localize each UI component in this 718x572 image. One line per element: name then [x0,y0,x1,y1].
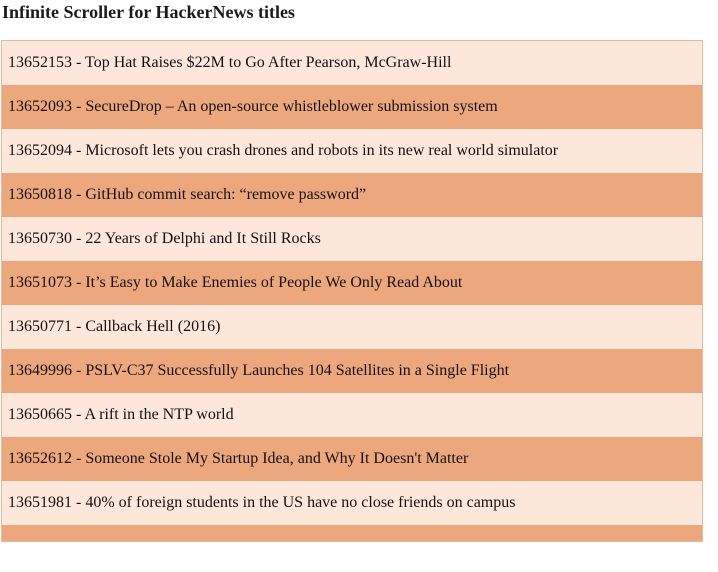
item-title: 40% of foreign students in the US have n… [85,494,516,511]
item-id: 13651981 [8,494,85,511]
item-id: 13650771 [8,318,85,335]
item-id: 13649996 [8,362,85,379]
item-title: Top Hat Raises $22M to Go After Pearson,… [85,54,452,71]
item-title: It’s Easy to Make Enemies of People We O… [85,274,463,291]
item-title: 22 Years of Delphi and It Still Rocks [85,230,321,247]
item-title: Callback Hell (2016) [85,318,221,335]
list-item[interactable]: 13650665A rift in the NTP world [2,393,702,437]
list-item[interactable]: 13652094Microsoft lets you crash drones … [2,129,702,173]
page-title: Infinite Scroller for HackerNews titles [2,2,295,22]
item-id: 13650818 [8,186,85,203]
item-id: 13650730 [8,230,85,247]
item-id: 13651073 [8,274,85,291]
list-item[interactable]: 13652093SecureDrop – An open-source whis… [2,85,702,129]
list-item[interactable]: 13649996PSLV-C37 Successfully Launches 1… [2,349,702,393]
item-title: Microsoft lets you crash drones and robo… [85,142,559,159]
item-title: A rift in the NTP world [84,406,234,423]
list-item[interactable]: 13652153Top Hat Raises $22M to Go After … [2,41,702,85]
item-title: SecureDrop – An open-source whistleblowe… [85,98,498,115]
item-id: 13652153 [8,54,85,71]
list-item[interactable]: 1365073022 Years of Delphi and It Still … [2,217,702,261]
item-title: PSLV-C37 Successfully Launches 104 Satel… [85,362,510,379]
infinite-scroller[interactable]: 13652153Top Hat Raises $22M to Go After … [1,40,703,542]
list-item[interactable]: 1365198140% of foreign students in the U… [2,481,702,525]
titles-list: 13652153Top Hat Raises $22M to Go After … [2,41,702,541]
item-title: Someone Stole My Startup Idea, and Why I… [85,450,469,467]
item-id: 13652093 [8,98,85,115]
item-id: 13652612 [8,450,85,467]
item-title: GitHub commit search: “remove password” [85,186,367,203]
list-item-partial[interactable] [2,525,702,541]
list-item[interactable]: 13652612Someone Stole My Startup Idea, a… [2,437,702,481]
item-id: 13650665 [8,406,84,423]
list-item[interactable]: 13650818GitHub commit search: “remove pa… [2,173,702,217]
list-item[interactable]: 13650771Callback Hell (2016) [2,305,702,349]
item-id: 13652094 [8,142,85,159]
list-item[interactable]: 13651073It’s Easy to Make Enemies of Peo… [2,261,702,305]
